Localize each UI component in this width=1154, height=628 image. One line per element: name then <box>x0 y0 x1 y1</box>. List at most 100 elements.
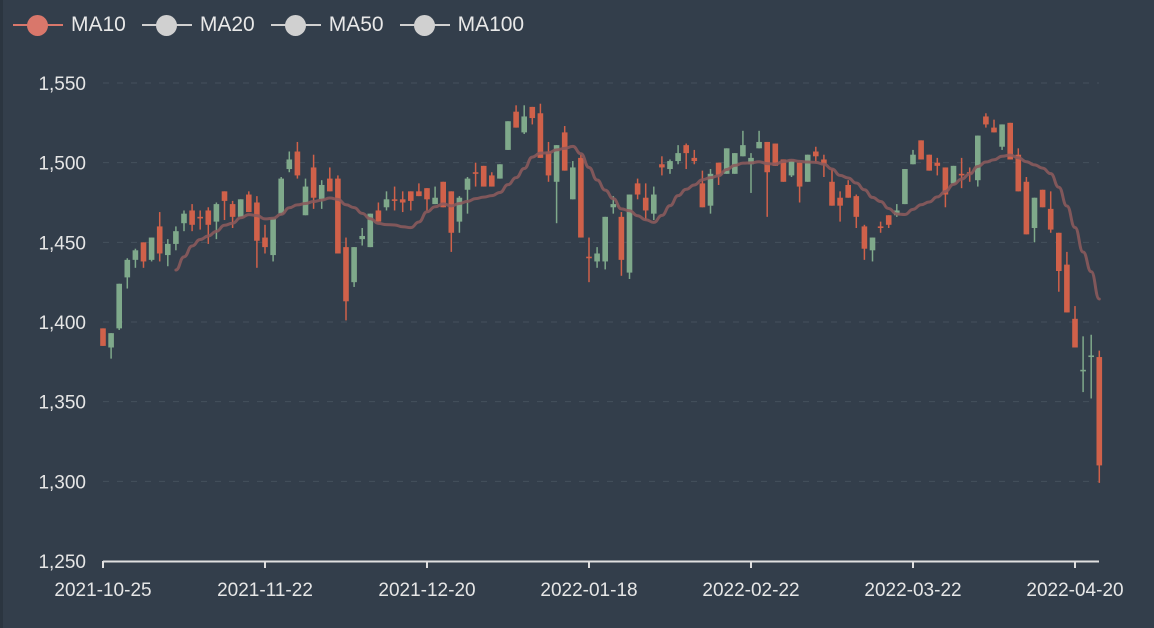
candle-body <box>383 199 390 208</box>
candle-body <box>529 106 536 119</box>
candle-body <box>877 226 884 228</box>
candle-down <box>408 191 414 211</box>
candle-down <box>327 167 333 192</box>
y-tick-label: 1,300 <box>38 472 86 493</box>
candle-body <box>1064 264 1070 313</box>
candle-down <box>100 328 106 346</box>
legend-item-ma100[interactable]: MA100 <box>399 10 524 40</box>
candle-body <box>578 157 584 238</box>
candle-up <box>213 202 220 240</box>
legend-item-ma10[interactable]: MA10 <box>13 10 126 40</box>
x-tick-label: 2022-01-18 <box>540 580 637 601</box>
candle-body <box>659 164 665 168</box>
candle-body <box>416 191 422 197</box>
candle-body <box>132 250 139 260</box>
candle-down <box>343 237 349 321</box>
candle-down <box>448 191 455 252</box>
candle-up <box>667 159 673 174</box>
candle-body <box>1007 122 1013 160</box>
candle-down <box>926 154 932 171</box>
candle-body <box>845 184 851 198</box>
candle-body <box>626 194 633 273</box>
candle-body <box>351 247 357 283</box>
candle-up <box>594 247 600 268</box>
candle-down <box>197 210 203 230</box>
candle-body <box>837 197 843 206</box>
candle-up <box>1080 336 1086 393</box>
candle-body <box>683 145 689 154</box>
candle-down <box>156 212 163 262</box>
candle-body <box>221 191 228 201</box>
y-tick-label: 1,400 <box>38 313 86 334</box>
candle-up <box>351 247 357 287</box>
candle-down <box>861 224 868 260</box>
candle-up <box>675 145 681 165</box>
candle-down <box>1072 306 1078 348</box>
candle-body <box>1031 197 1038 228</box>
candle-body <box>618 216 625 260</box>
candle-up <box>456 196 463 233</box>
candle-body <box>861 226 868 249</box>
candle-down <box>294 141 301 179</box>
y-tick-label: 1,550 <box>38 74 86 95</box>
candle-up <box>999 124 1005 150</box>
candle-up <box>869 237 876 262</box>
candle-down <box>772 143 779 166</box>
candle-down <box>642 183 649 221</box>
x-tick-label: 2021-10-25 <box>54 580 151 601</box>
candle-body <box>1039 189 1046 208</box>
candle-body <box>432 197 438 205</box>
candle-up <box>602 216 608 270</box>
candle-body <box>116 283 122 329</box>
candle-body <box>156 226 163 254</box>
candle-body <box>181 213 187 224</box>
candle-body <box>472 172 479 174</box>
candle-up <box>902 169 908 205</box>
candle-body <box>165 243 171 256</box>
candle-body <box>918 140 924 160</box>
candle-body <box>408 191 414 201</box>
candle-body <box>229 204 236 217</box>
candle-down <box>764 141 770 217</box>
candle-up <box>383 191 390 211</box>
candle-body <box>780 159 787 182</box>
candle-body <box>327 178 333 192</box>
candle-down <box>1096 350 1103 483</box>
candle-down <box>586 237 592 283</box>
legend-item-ma20[interactable]: MA20 <box>141 10 255 40</box>
candle-body <box>391 199 398 201</box>
legend-label: MA10 <box>71 13 126 36</box>
candle-down <box>829 169 835 206</box>
candles <box>100 103 1103 483</box>
candle-body <box>213 204 220 222</box>
candle-down <box>715 162 722 185</box>
candle-up <box>1031 197 1038 243</box>
candle-up <box>108 333 114 359</box>
candle-body <box>707 173 714 206</box>
y-tick-label: 1,450 <box>38 233 86 254</box>
candle-down <box>391 186 398 211</box>
candle-up <box>237 199 244 217</box>
legend-item-ma50[interactable]: MA50 <box>270 10 384 40</box>
candle-down <box>375 202 382 222</box>
candle-body <box>934 162 941 166</box>
y-tick-label: 1,500 <box>38 154 86 175</box>
candle-up <box>124 258 131 289</box>
candle-up <box>359 227 365 246</box>
candle-body <box>205 210 212 225</box>
candle-body <box>610 204 617 208</box>
candle-down <box>310 154 317 209</box>
candle-up <box>756 130 762 149</box>
candle-body <box>237 199 244 217</box>
candle-up <box>318 180 325 209</box>
legend: MA10 MA20 MA50 MA100 <box>13 10 540 40</box>
candle-down <box>991 119 997 133</box>
candle-up <box>626 194 633 279</box>
candle-body <box>480 165 487 187</box>
candle-up <box>788 161 795 178</box>
candle-body <box>796 162 803 187</box>
candle-body <box>1047 208 1054 230</box>
candle-down <box>942 167 949 208</box>
candle-body <box>634 183 641 195</box>
candle-down <box>691 149 698 165</box>
